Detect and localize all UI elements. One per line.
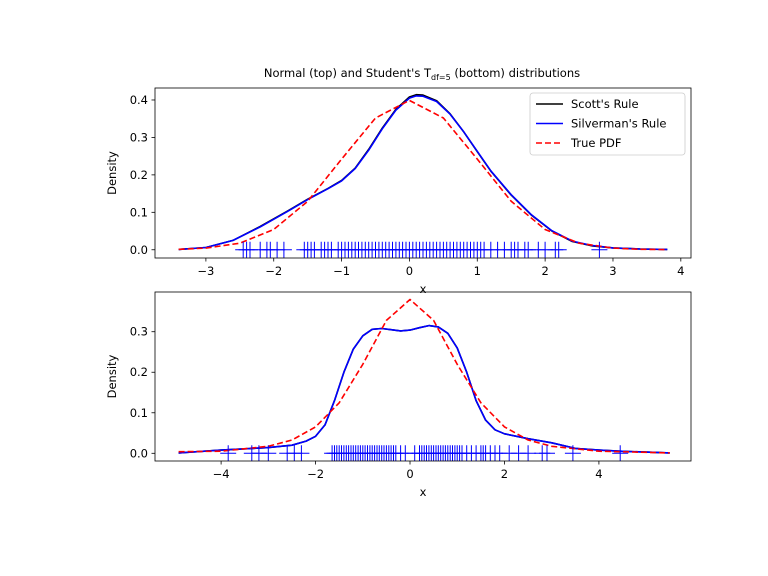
y-axis-label: Density bbox=[105, 151, 119, 195]
x-tick-label: 4 bbox=[677, 264, 684, 278]
rug-marker bbox=[539, 445, 555, 461]
y-tick-label: 0.0 bbox=[130, 446, 148, 460]
top-plot-title: Normal (top) and Student's Tdf=5 (bottom… bbox=[264, 66, 580, 82]
x-tick-label: −3 bbox=[197, 264, 214, 278]
rug-marker bbox=[591, 241, 608, 258]
x-tick-label: 4 bbox=[595, 467, 602, 481]
rug-marker bbox=[275, 241, 292, 258]
rug-marker bbox=[520, 445, 537, 461]
x-tick-label: 2 bbox=[501, 467, 508, 481]
y-tick-label: 0.0 bbox=[130, 243, 148, 257]
x-tick-label: 1 bbox=[474, 264, 481, 278]
legend: Scott's Rule Silverman's Rule True PDF bbox=[529, 92, 686, 156]
axes-frame bbox=[154, 291, 692, 462]
x-tick-label: 0 bbox=[406, 264, 413, 278]
rug-marker bbox=[260, 445, 277, 461]
x-tick-label: −2 bbox=[265, 264, 282, 278]
series-line-true-pdf bbox=[178, 298, 670, 454]
y-tick-label: 0.1 bbox=[130, 205, 148, 219]
x-axis-label: x bbox=[420, 485, 427, 499]
rug-marker bbox=[293, 445, 310, 461]
legend-box bbox=[529, 92, 686, 156]
series-line-true-pdf bbox=[178, 99, 668, 251]
rug-marker bbox=[550, 241, 567, 258]
x-tick-label: 2 bbox=[541, 264, 548, 278]
legend-entry: Silverman's Rule bbox=[571, 117, 666, 131]
x-tick-label: −1 bbox=[333, 264, 350, 278]
y-tick-label: 0.3 bbox=[130, 130, 148, 144]
axes-frame bbox=[154, 87, 692, 259]
y-tick-label: 0.1 bbox=[130, 406, 148, 420]
top-plot: −3 −2 −1 0 1 2 3 4 0.0 0.1 0.2 0.3 0.4 x Density Scott'… bbox=[105, 87, 692, 296]
legend-entry: True PDF bbox=[570, 136, 622, 150]
x-tick-label: 0 bbox=[406, 467, 413, 481]
rug-marker bbox=[612, 445, 629, 461]
legend-entry: Scott's Rule bbox=[571, 97, 639, 111]
y-tick-label: 0.2 bbox=[130, 365, 148, 379]
y-axis-label: Density bbox=[105, 354, 119, 398]
bottom-plot: −4 −2 0 2 4 0.0 0.1 0.2 0.3 x Density bbox=[105, 291, 692, 499]
rug-marker bbox=[220, 445, 237, 461]
y-tick-label: 0.2 bbox=[130, 168, 148, 182]
x-axis-label: x bbox=[420, 282, 427, 296]
y-tick-label: 0.3 bbox=[130, 325, 148, 339]
x-tick-label: 3 bbox=[609, 264, 616, 278]
series-line-silverman-s-rule bbox=[178, 324, 670, 454]
x-tick-label: −4 bbox=[213, 467, 230, 481]
x-tick-label: −2 bbox=[307, 467, 324, 481]
rug-marker bbox=[564, 445, 581, 461]
y-tick-label: 0.4 bbox=[130, 93, 148, 107]
